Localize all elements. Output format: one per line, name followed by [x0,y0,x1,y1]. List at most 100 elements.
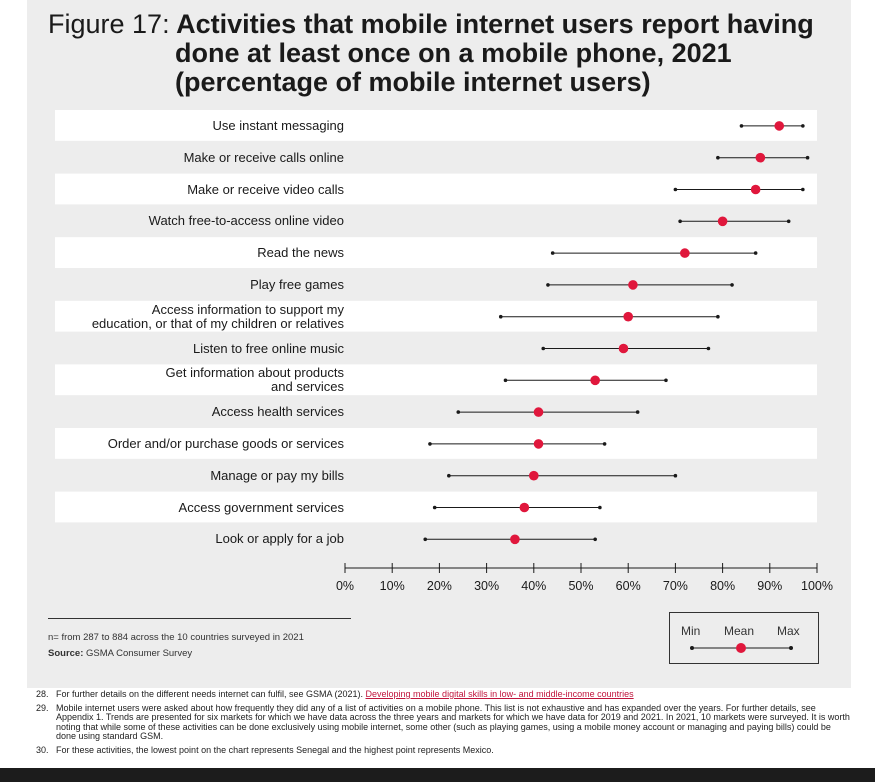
mean-point [533,439,544,449]
min-point [498,314,503,319]
mean-point [750,184,761,195]
title-line-1: Activities that mobile internet users re… [176,9,814,39]
x-tick-label: 90% [757,579,782,593]
source-label: Source: [48,648,84,659]
max-point [801,124,805,128]
category-label: Play free games [250,276,344,292]
category-label: Order and/or purchase goods or services [107,435,344,451]
max-point [716,314,720,319]
x-tick-label: 60% [616,579,641,593]
legend-symbol [690,643,793,653]
category-label: Use instant messaging [212,117,344,133]
mean-point [774,121,785,131]
legend-mean-label: Mean [724,624,755,638]
page-bottom-strip [0,768,875,782]
max-point [786,219,791,224]
x-tick-label: 10% [380,579,405,593]
mean-point [623,311,633,322]
min-point [716,155,720,160]
title-line-2: done at least once on a mobile phone, 20… [175,38,732,68]
min-point [739,124,744,128]
x-tick-label: 20% [427,579,452,593]
x-tick-label: 50% [568,579,593,593]
footnote: 30. For these activities, the lowest poin… [36,744,851,756]
mean-point [680,248,690,258]
min-point [541,346,546,351]
max-point [801,187,805,192]
figure-title: Figure 17: Activities that mobile intern… [48,10,848,97]
row-band [55,110,817,141]
sample-size-note: n= from 287 to 884 across the 10 countri… [48,632,304,643]
max-point [730,283,734,287]
min-point [678,219,682,224]
footnote-number: 29. [36,702,49,713]
x-tick-label: 80% [710,579,735,593]
min-point [428,442,432,446]
legend-mean-dot [736,643,746,653]
legend-min-label: Min [681,624,701,638]
notes-rule [48,618,351,619]
category-label: Access information to support my educati… [91,301,344,331]
x-tick-label: 30% [474,579,499,593]
mean-point [717,216,728,227]
footnote-text: For further details on the different nee… [56,689,366,699]
mean-point [533,407,544,417]
title-line-3: (percentage of mobile internet users) [175,67,651,97]
mean-point [755,152,766,163]
max-point [664,378,668,383]
mean-point [628,280,638,290]
min-point [432,505,437,510]
x-tick-label: 0% [336,579,354,593]
max-point [598,505,602,510]
min-point [546,283,550,287]
footnote-number: 30. [36,744,49,755]
footnote: 29. Mobile internet users were asked abou… [36,702,851,742]
chart-legend: Min Mean Max [669,612,819,664]
footnote-number: 28. [36,689,49,699]
category-label: Access health services [211,404,344,420]
legend-min-dot [690,646,694,650]
mean-point [590,375,600,386]
figure-label: Figure 17: [48,9,170,39]
footnote-link[interactable]: Developing mobile digital skills in low-… [365,689,634,699]
x-tick-label: 100% [801,579,833,593]
footnote-text: For these activities, the lowest point o… [56,744,494,755]
category-label: Make or receive calls online [183,149,344,165]
row-band [55,364,817,396]
range-dot-chart: 0% 10% 20% 30% 40% 50% 60% 70% 80% 90% 100% [55,110,833,593]
category-label: Listen to free online music [192,340,344,356]
category-label: Manage or pay my bills [210,467,344,483]
category-label: Look or apply for a job [215,531,344,547]
max-point [602,442,607,446]
mean-point [510,534,520,545]
min-point [550,251,555,255]
footnote-text: Mobile internet users were asked about h… [56,702,850,741]
category-label: Access government services [178,499,344,515]
source-note: Source: GSMA Consumer Survey [48,648,192,659]
mean-point [519,502,530,513]
min-point [447,473,451,478]
max-point [706,346,711,351]
category-label: Make or receive video calls [187,181,344,197]
max-point [593,537,597,542]
x-tick-label: 40% [521,579,546,593]
max-point [753,251,758,255]
max-point [635,410,640,414]
max-point [673,473,678,478]
legend-max-label: Max [777,624,800,638]
x-tick-label: 70% [663,579,688,593]
category-label: Read the news [257,245,344,261]
category-label: Watch free-to-access online video [148,213,344,229]
mean-point [529,470,539,481]
category-label: Get information about products and servi… [165,365,345,395]
footnote: 28. For further details on the different … [36,689,851,700]
min-point [456,410,461,414]
min-point [503,378,508,383]
max-point [805,155,810,160]
footnotes: 28. For further details on the different … [36,689,851,759]
mean-point [618,343,629,354]
min-point [423,537,428,542]
source-text: GSMA Consumer Survey [83,648,193,659]
legend-max-dot [789,646,793,650]
row-band [55,300,817,332]
